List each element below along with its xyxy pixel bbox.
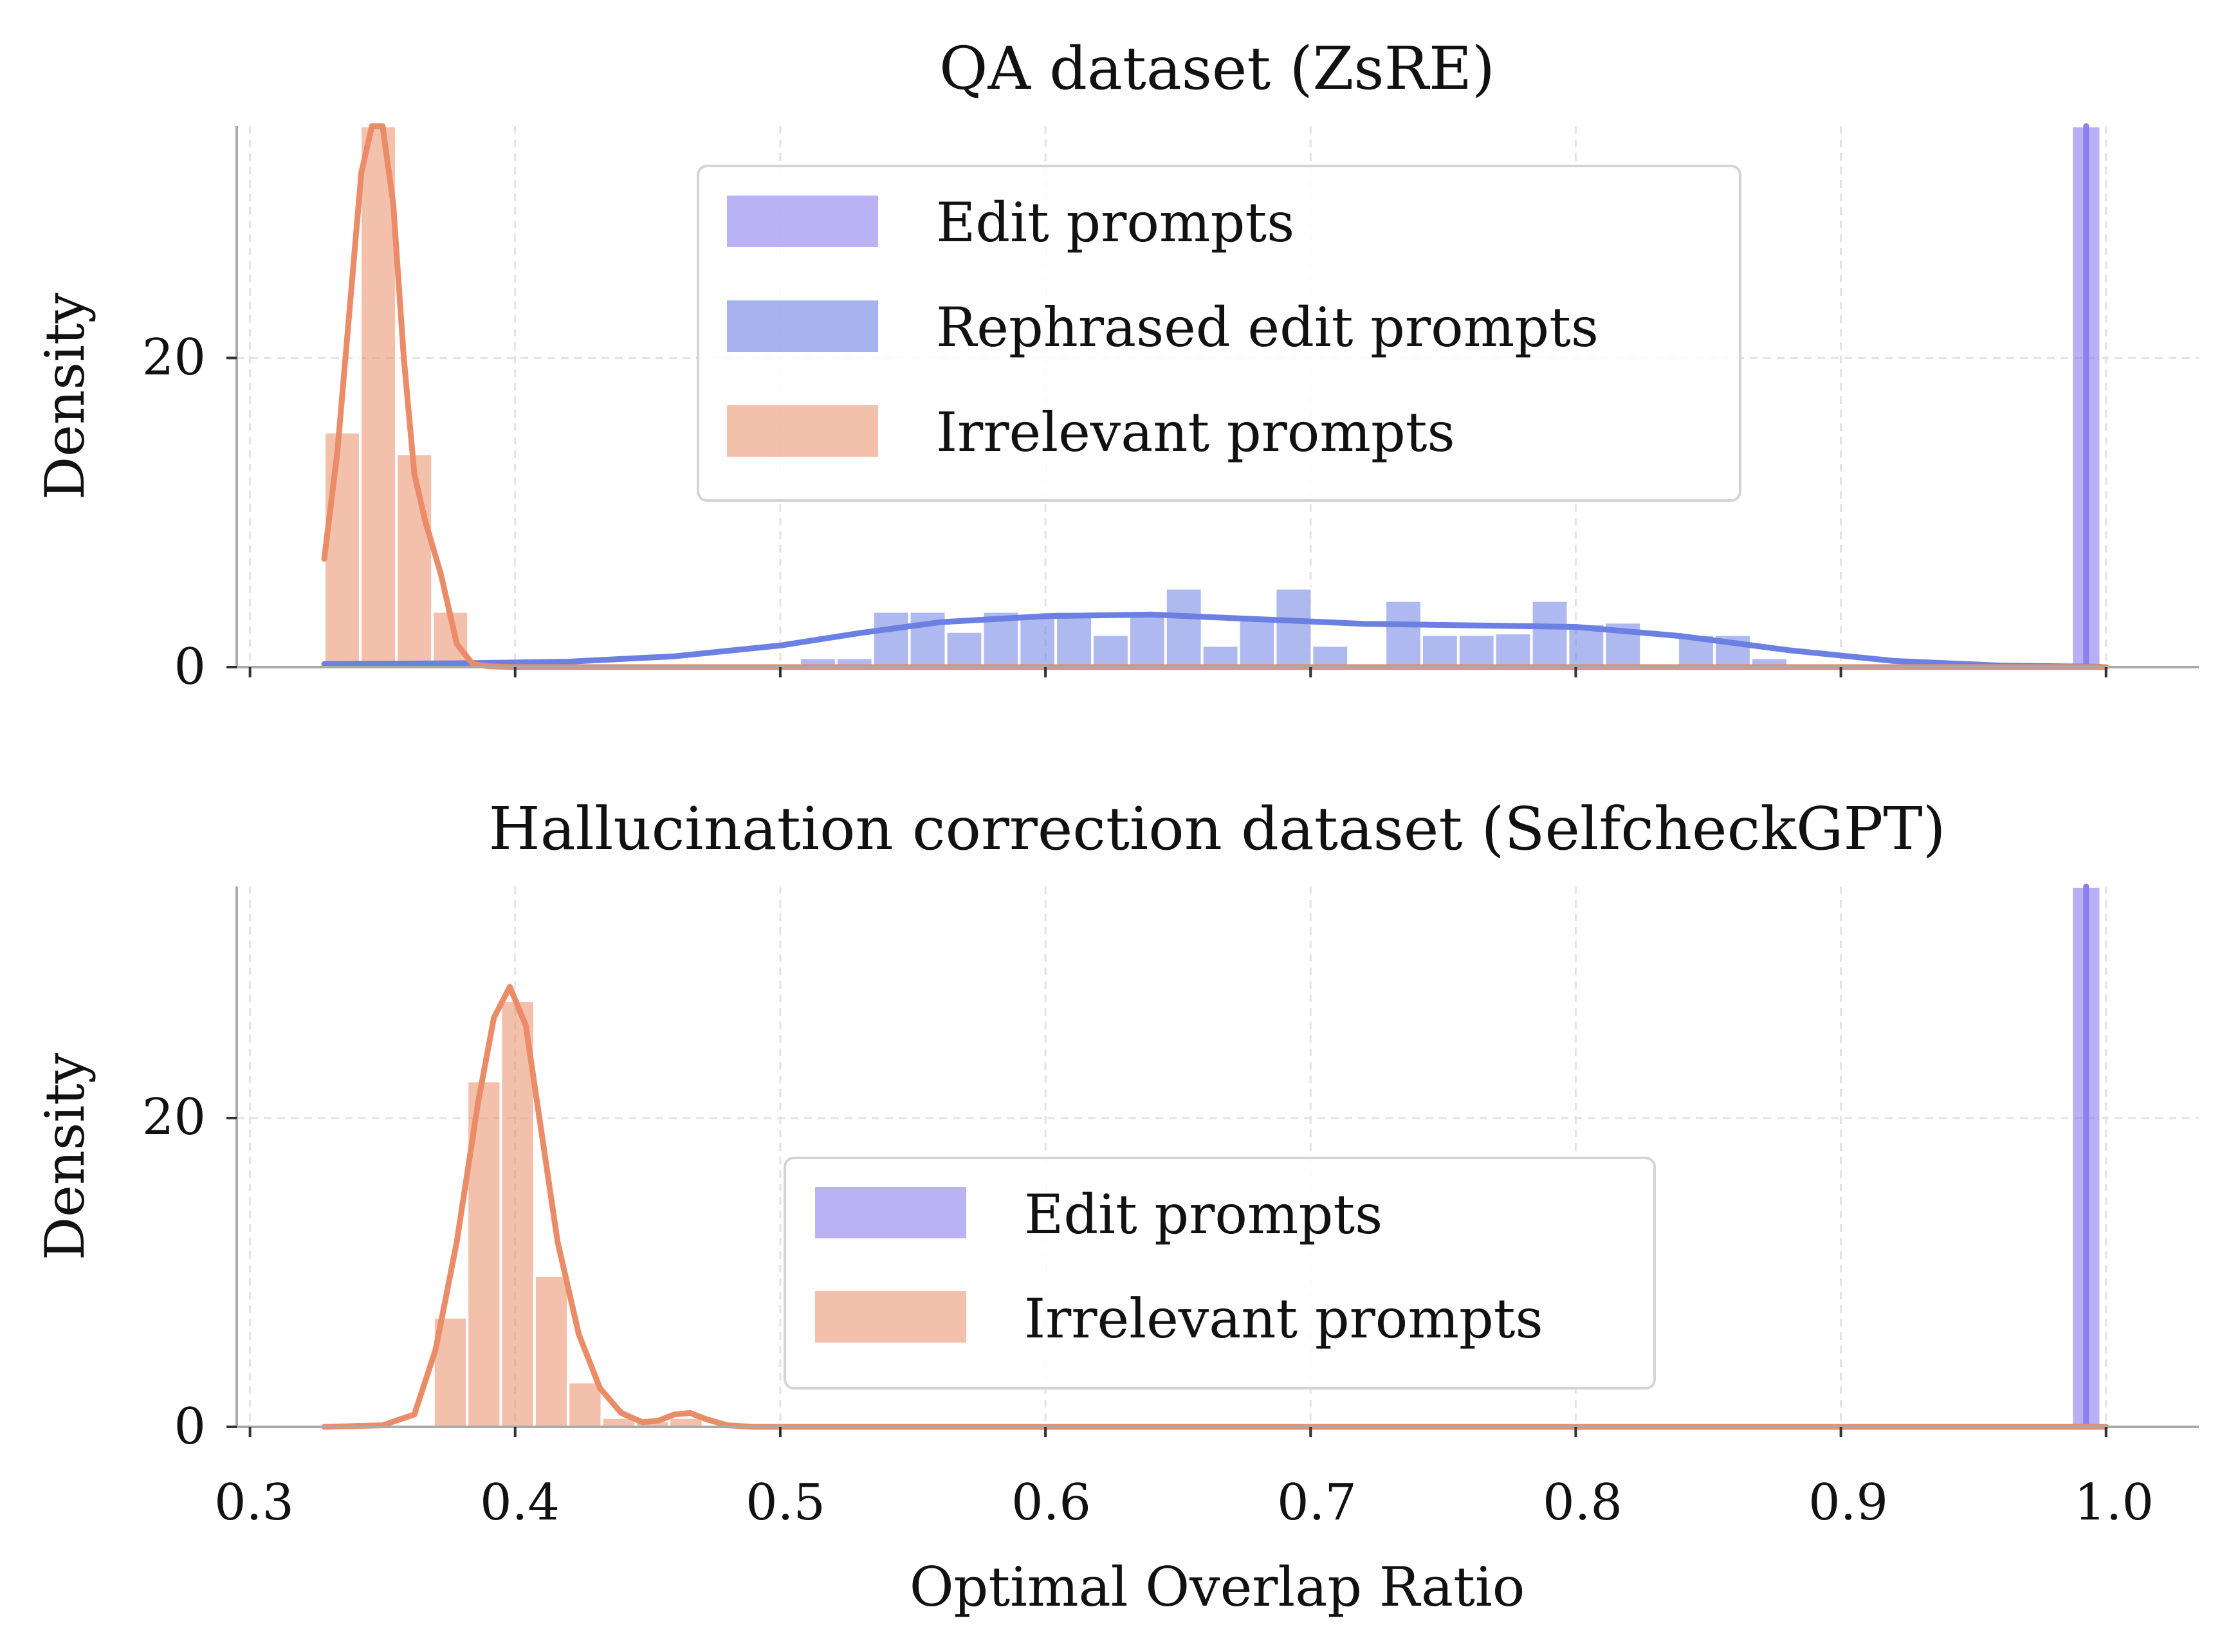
histogram-bar [944,630,984,669]
chart-title: QA dataset (ZsRE) [939,34,1495,103]
x-tick-label: 1.0 [2074,1474,2154,1532]
x-tick-label: 0.6 [1011,1474,1091,1532]
legend-frame [784,1157,1656,1390]
histogram-bar [1200,644,1240,668]
legend-label: Edit prompts [1024,1183,1382,1246]
legend-label: Irrelevant prompts [1024,1287,1543,1350]
x-tick-labels: 0.3 0.4 0.5 0.6 0.7 0.8 0.9 1.0 [214,1474,2154,1532]
histogram-bar [323,430,362,668]
histogram-bar [871,610,911,668]
histogram-bar [1530,599,1570,668]
histogram-bar [466,1079,502,1428]
y-tick-label: 0 [174,1398,206,1456]
legend-frame [697,165,1741,502]
axis-ticks [226,1117,2107,1437]
kde-line [321,611,2104,670]
x-tick-label: 0.3 [214,1474,294,1532]
y-tick-label: 20 [142,329,206,387]
legend-label: Irrelevant prompts [936,401,1455,464]
y-axis-label: Density [33,292,96,500]
histogram-bar [1384,599,1423,668]
histogram-bar [1018,614,1058,668]
histogram-bar [1054,610,1094,668]
legend-swatch-edit [815,1187,966,1238]
kde-curves [321,123,2109,670]
x-axis-label: Optimal Overlap Ratio [910,1556,1525,1619]
histogram-bar [1127,611,1167,669]
kde-line [321,984,2109,1430]
axis-ticks [226,356,2107,677]
legend-swatch-irrelevant [727,405,878,457]
histogram-bar [1456,633,1496,668]
x-tick-label: 0.7 [1277,1474,1357,1532]
histogram-bar [1493,632,1533,669]
histogram-bar [1420,633,1460,668]
legend-swatch-edit [727,196,878,247]
histogram-bar [533,1274,570,1429]
y-axis-label: Density [33,1052,96,1260]
kde-line [321,123,2109,670]
y-tick-label: 20 [142,1088,206,1146]
histogram-bar [1566,622,1606,668]
x-tick-label: 0.9 [1808,1474,1888,1532]
legend-swatch-rephrased [727,300,878,352]
histogram-bar [1274,587,1314,668]
legend: Edit prompts Rephrased edit prompts Irre… [697,165,1741,502]
chart-title: Hallucination correction dataset (Selfch… [488,794,1945,863]
histogram-bar [1164,587,1204,668]
histogram-bar [1237,616,1277,669]
legend-label: Rephrased edit prompts [936,296,1599,359]
legend: Edit prompts Irrelevant prompts [784,1157,1656,1390]
chart-panel-selfcheck: Hallucination correction dataset (Selfch… [33,794,2199,1532]
x-tick-label: 0.8 [1543,1474,1622,1532]
histogram-bar [1310,644,1350,668]
kde-curves [321,883,2109,1430]
chart-panel-qa: QA dataset (ZsRE) 0 20 Density Edit prom… [33,34,2199,696]
y-tick-label: 0 [174,638,206,696]
histogram-bar [567,1381,603,1428]
histogram-bar [1091,633,1130,668]
legend-label: Edit prompts [936,191,1294,254]
legend-swatch-irrelevant [815,1291,966,1343]
x-tick-label: 0.5 [746,1474,825,1532]
x-tick-label: 0.4 [480,1474,560,1532]
